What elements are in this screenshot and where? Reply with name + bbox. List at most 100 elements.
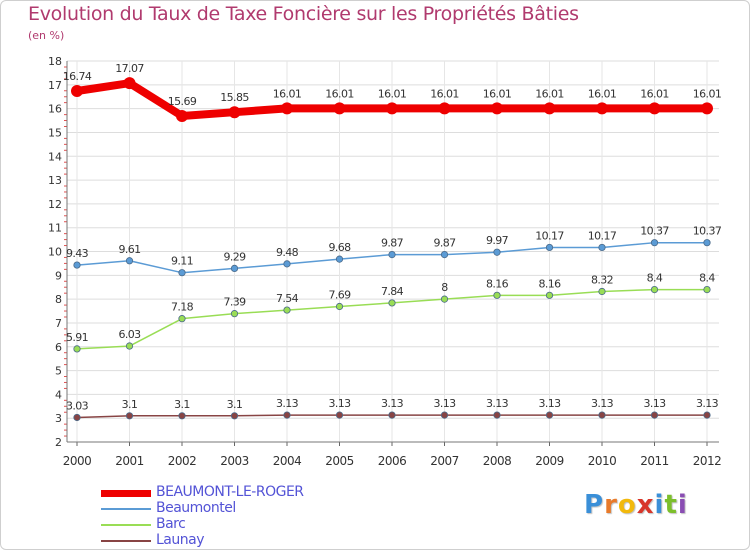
- data-point: [283, 306, 291, 314]
- data-label: 3.13: [276, 397, 299, 410]
- data-point: [703, 239, 711, 247]
- data-label: 16.01: [430, 87, 459, 100]
- legend-swatch: [101, 489, 151, 497]
- data-point: [650, 411, 659, 419]
- data-point: [493, 248, 501, 256]
- y-tick-label: 16: [48, 103, 62, 116]
- logo-letter: i: [654, 490, 665, 520]
- y-tick-label: 6: [55, 341, 62, 354]
- data-point: [176, 110, 188, 123]
- data-label: 16.01: [325, 87, 354, 100]
- data-label: 3.13: [433, 397, 456, 410]
- x-tick-label: 2001: [115, 454, 144, 468]
- y-tick-label: 17: [48, 79, 62, 92]
- data-label: 3.1: [227, 398, 243, 411]
- data-point: [703, 285, 711, 294]
- logo-letter: P: [584, 490, 605, 520]
- data-label: 9.11: [171, 255, 193, 268]
- data-label: 3.1: [174, 398, 190, 411]
- legend-label: Beaumontel: [156, 500, 236, 516]
- data-label: 3.13: [696, 397, 719, 410]
- data-point: [598, 411, 606, 419]
- data-label: 10.37: [693, 225, 722, 238]
- data-label: 7.39: [223, 296, 246, 309]
- data-point: [335, 302, 344, 311]
- legend-swatch: [101, 540, 151, 542]
- data-label: 3.13: [486, 397, 509, 410]
- data-point: [178, 269, 186, 277]
- data-point: [73, 345, 81, 353]
- data-point: [228, 106, 241, 119]
- data-label: 9.68: [328, 241, 351, 254]
- data-label: 8: [441, 281, 448, 294]
- data-label: 9.87: [433, 237, 456, 250]
- data-point: [125, 342, 134, 350]
- data-label: 7.69: [328, 289, 351, 302]
- data-label: 7.54: [276, 292, 299, 305]
- data-point: [178, 315, 186, 323]
- data-label: 10.17: [535, 229, 564, 242]
- data-point: [493, 411, 501, 419]
- data-point: [335, 411, 344, 419]
- data-point: [230, 412, 239, 420]
- data-label: 16.01: [273, 87, 302, 100]
- data-point: [333, 102, 346, 115]
- chart-title: Evolution du Taux de Taxe Foncière sur l…: [28, 3, 579, 25]
- data-label: 9.43: [66, 247, 89, 260]
- data-label: 6.03: [118, 328, 141, 341]
- data-point: [703, 411, 711, 419]
- data-point: [545, 243, 554, 252]
- data-label: 16.01: [378, 87, 407, 100]
- data-point: [283, 411, 291, 419]
- legend-swatch: [101, 524, 151, 526]
- data-label: 8.4: [699, 272, 715, 285]
- y-tick-label: 8: [55, 293, 62, 306]
- legend-swatch: [101, 508, 151, 510]
- x-tick-label: 2005: [325, 454, 354, 468]
- y-tick-label: 4: [55, 388, 62, 401]
- data-label: 5.91: [66, 331, 88, 344]
- data-label: 9.29: [223, 250, 246, 263]
- x-tick-label: 2003: [220, 454, 249, 468]
- data-point: [73, 261, 81, 269]
- data-label: 3.13: [381, 397, 404, 410]
- y-tick-label: 2: [55, 436, 62, 449]
- x-tick-label: 2000: [63, 454, 92, 468]
- data-point: [440, 295, 449, 303]
- data-point: [493, 291, 501, 299]
- y-tick-label: 13: [48, 174, 62, 187]
- data-label: 3.13: [538, 397, 561, 410]
- data-point: [71, 85, 83, 98]
- data-label: 15.69: [168, 95, 197, 108]
- x-tick-label: 2006: [378, 454, 407, 468]
- y-tick-label: 12: [48, 198, 62, 211]
- data-label: 16.01: [535, 87, 564, 100]
- data-label: 16.74: [63, 70, 92, 83]
- data-point: [543, 102, 556, 115]
- data-label: 10.37: [640, 225, 669, 238]
- y-tick-label: 3: [55, 412, 62, 425]
- data-point: [648, 102, 661, 115]
- data-point: [123, 77, 136, 90]
- data-point: [178, 412, 186, 420]
- data-point: [545, 411, 554, 419]
- legend-label: Barc: [156, 516, 186, 532]
- y-tick-label: 15: [48, 126, 62, 139]
- data-point: [125, 257, 134, 265]
- legend-label: Launay: [156, 532, 205, 548]
- data-label: 9.87: [381, 237, 404, 250]
- data-label: 8.4: [647, 272, 663, 285]
- data-label: 3.13: [643, 397, 666, 410]
- chart-subtitle: (en %): [28, 29, 65, 42]
- logo-letter: i: [677, 490, 688, 520]
- data-label: 9.97: [486, 234, 509, 247]
- data-point: [438, 102, 451, 115]
- logo-letter: t: [664, 490, 678, 520]
- data-point: [701, 102, 713, 115]
- data-label: 7.84: [381, 285, 404, 298]
- y-tick-label: 5: [55, 365, 62, 378]
- data-point: [545, 291, 554, 299]
- x-tick-label: 2008: [483, 454, 512, 468]
- data-point: [281, 102, 293, 115]
